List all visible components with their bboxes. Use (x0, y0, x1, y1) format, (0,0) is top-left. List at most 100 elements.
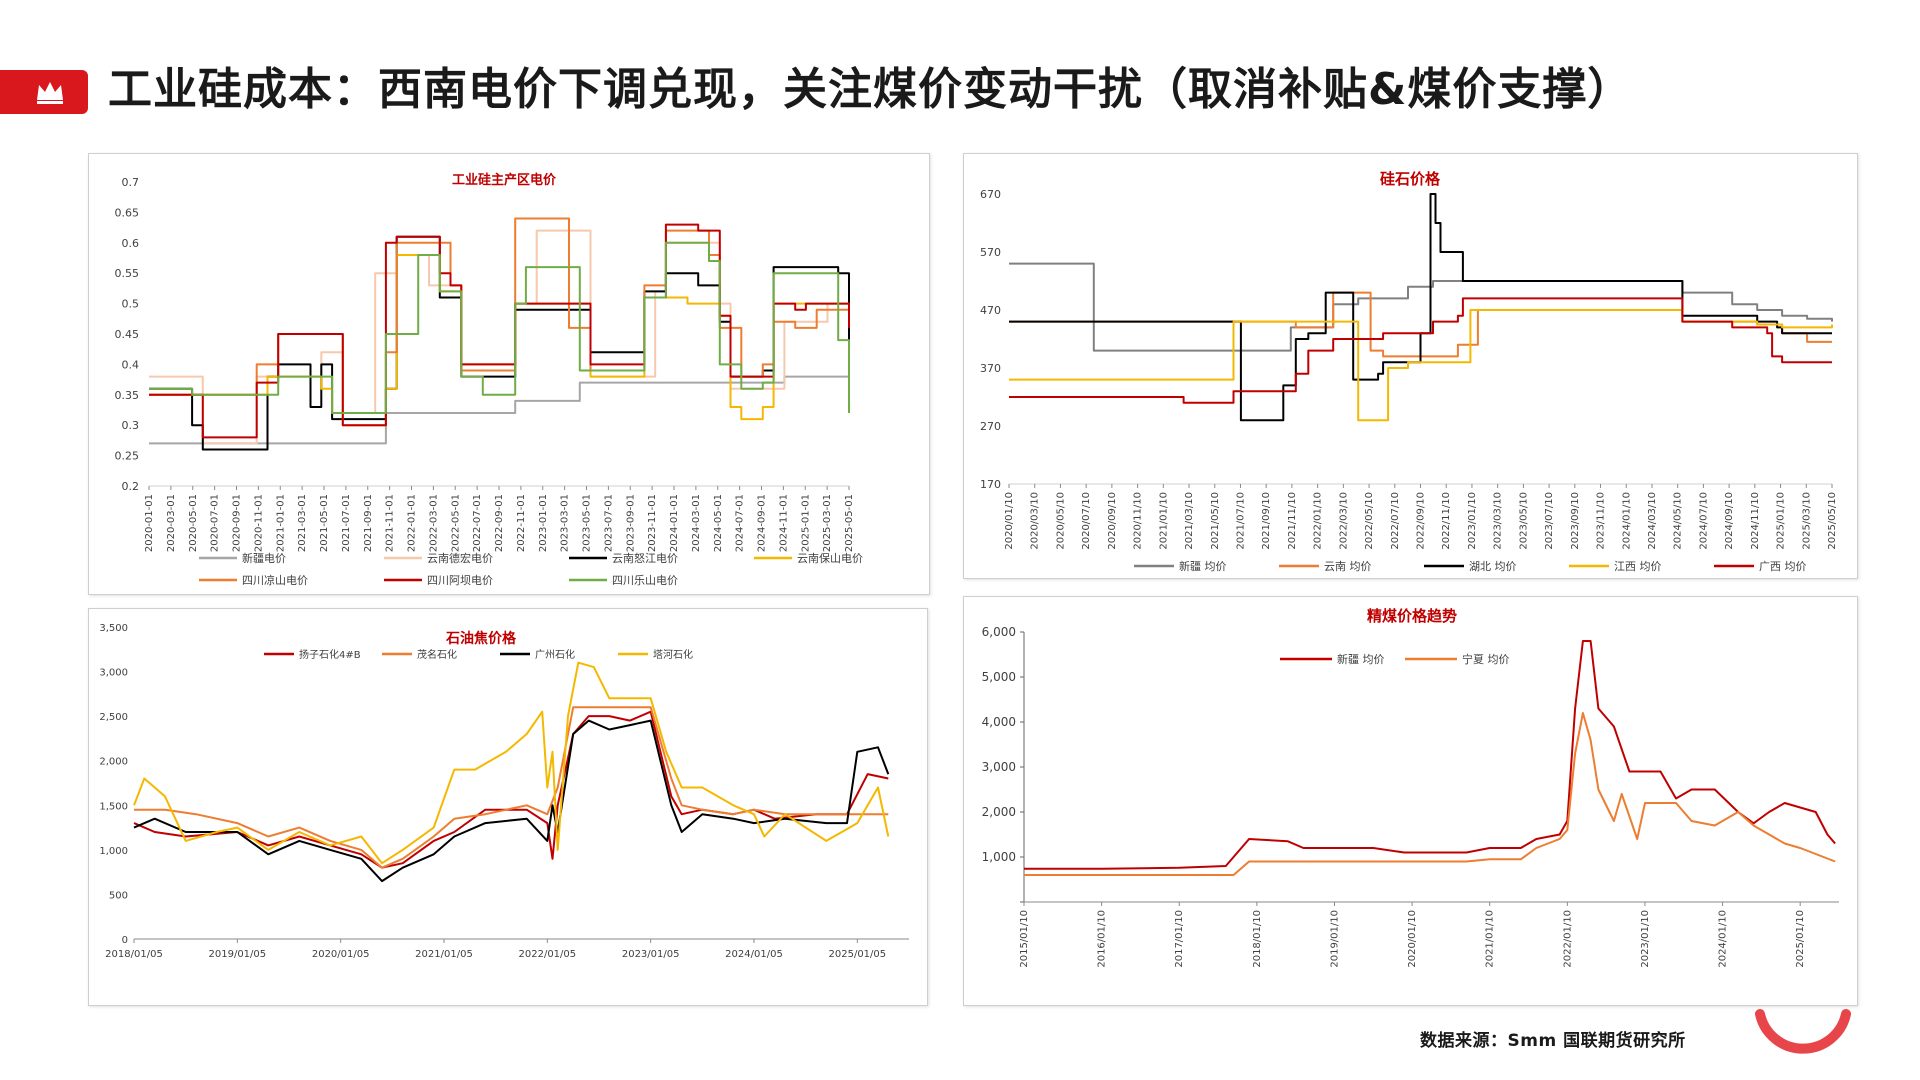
legend-label: 湖北 均价 (1469, 560, 1517, 573)
petroleum-coke-chart-panel: 石油焦价格 0 500 1,000 1,500 2,000 2,500 3,000 3,500 2… (88, 608, 928, 1006)
x-tick-label: 2022-03-01 (428, 494, 439, 552)
series-0-line (133, 710, 889, 869)
x-tick-label: 2020-05-01 (188, 494, 199, 552)
legend-label: 广西 均价 (1759, 560, 1807, 573)
x-tick-label: 2023/11/10 (1596, 492, 1607, 550)
legend-label: 广州石化 (535, 648, 575, 661)
legend-label: 茂名石化 (417, 648, 457, 661)
y-tick-label: 0.55 (115, 267, 140, 280)
series-4-line (1009, 297, 1832, 404)
series-6-line (149, 241, 850, 414)
x-tick-label: 2016/01/10 (1097, 910, 1108, 968)
x-tick-label: 2025/01/10 (1795, 910, 1806, 968)
x-tick-label: 2025-01-01 (800, 494, 811, 552)
x-tick-label: 2021/09/10 (1261, 492, 1272, 550)
y-tick-label: 370 (980, 362, 1001, 375)
x-tick-label: 2021/05/10 (1210, 492, 1221, 550)
x-tick-label: 2023/05/10 (1518, 492, 1529, 550)
x-tick-label: 2022-09-01 (494, 494, 505, 552)
legend-label: 扬子石化4#B (299, 648, 361, 661)
y-tick-label: 0.3 (122, 419, 140, 432)
legend-label: 宁夏 均价 (1462, 652, 1510, 666)
legend-label: 云南德宏电价 (427, 551, 493, 565)
y-tick-label: 3,000 (99, 668, 128, 679)
x-tick-label: 2019/01/10 (1329, 910, 1340, 968)
series-3-line (133, 661, 890, 865)
x-tick-label: 2018/01/05 (105, 949, 163, 960)
legend-label: 四川凉山电价 (242, 573, 308, 587)
series-5-line (149, 223, 850, 439)
x-tick-label: 2020-01-01 (144, 494, 155, 552)
x-tick-label: 2021-01-01 (275, 494, 286, 552)
x-tick-label: 2024/01/10 (1621, 492, 1632, 550)
y-tick-label: 3,000 (982, 760, 1016, 774)
x-tick-label: 2024/09/10 (1724, 492, 1735, 550)
y-tick-label: 570 (980, 246, 1001, 259)
y-tick-label: 670 (980, 188, 1001, 201)
logo-block (0, 70, 88, 114)
series-2-line (133, 719, 890, 883)
legend-label: 江西 均价 (1614, 560, 1662, 573)
x-tick-label: 2022/05/10 (1364, 492, 1375, 550)
y-tick-label: 0.2 (122, 480, 140, 493)
y-tick-label: 0.4 (122, 358, 140, 371)
decorative-ring (1755, 1009, 1851, 1054)
x-tick-label: 2020-03-01 (166, 494, 177, 552)
x-tick-label: 2023/01/10 (1467, 492, 1478, 550)
x-tick-label: 2024-03-01 (691, 494, 702, 552)
x-tick-label: 2020/03/10 (1030, 492, 1041, 550)
y-tick-label: 1,000 (99, 846, 128, 857)
x-tick-label: 2024-07-01 (735, 494, 746, 552)
x-tick-label: 2021-09-01 (363, 494, 374, 552)
series-0-line (1009, 262, 1833, 352)
x-tick-label: 2023-03-01 (560, 494, 571, 552)
silica-price-chart-panel: 硅石价格 170 270 370 470 570 670 2020/01/10 2020/03/… (963, 153, 1858, 579)
x-tick-label: 2024-01-01 (669, 494, 680, 552)
x-tick-label: 2020/11/10 (1133, 492, 1144, 550)
y-tick-label: 2,000 (982, 805, 1016, 819)
legend-label: 新疆 均价 (1337, 652, 1385, 666)
series-2-line (1009, 193, 1832, 422)
x-tick-label: 2022-11-01 (516, 494, 527, 552)
y-tick-label: 2,000 (99, 757, 128, 768)
data-source-note: 数据来源：Smm 国联期货研究所 (1420, 1031, 1686, 1051)
x-tick-label: 2023-09-01 (625, 494, 636, 552)
power-price-chart: 工业硅主产区电价 0.2 0.25 0.3 0.35 0.4 0.45 0.5 0.55 0.6 0… (115, 172, 864, 587)
y-tick-label: 0.65 (115, 206, 140, 219)
y-tick-label: 5,000 (982, 670, 1016, 684)
x-tick-label: 2024-09-01 (757, 494, 768, 552)
x-tick-label: 2024-11-01 (778, 494, 789, 552)
y-tick-label: 170 (980, 478, 1001, 491)
y-tick-label: 500 (109, 890, 128, 901)
x-tick-label: 2025/03/10 (1801, 492, 1812, 550)
crown-icon (37, 82, 63, 104)
x-tick-label: 2023/03/10 (1493, 492, 1504, 550)
x-tick-label: 2025/05/10 (1827, 492, 1838, 550)
legend-label: 新疆电价 (242, 551, 286, 565)
x-tick-label: 2021-07-01 (341, 494, 352, 552)
power-price-chart-panel: 工业硅主产区电价 0.2 0.25 0.3 0.35 0.4 0.45 0.5 0.55 0.6 0… (88, 153, 930, 595)
y-tick-label: 0.5 (122, 298, 140, 311)
legend-label: 新疆 均价 (1179, 559, 1227, 573)
x-tick-label: 2022/01/05 (519, 949, 577, 960)
legend-label: 云南保山电价 (797, 551, 863, 565)
x-tick-label: 2020/01/10 (1407, 910, 1418, 968)
x-tick-label: 2021-03-01 (297, 494, 308, 552)
x-tick-label: 2020-09-01 (232, 494, 243, 552)
series-0-line (149, 375, 850, 445)
y-tick-label: 270 (980, 420, 1001, 433)
x-tick-label: 2024/01/05 (725, 949, 783, 960)
x-tick-label: 2021-05-01 (319, 494, 330, 552)
y-tick-label: 1,500 (99, 801, 128, 812)
y-tick-label: 4,000 (982, 715, 1016, 729)
y-tick-label: 0.45 (115, 328, 140, 341)
x-tick-label: 2021/01/10 (1158, 492, 1169, 550)
x-tick-label: 2022-07-01 (472, 494, 483, 552)
x-tick-label: 2022-05-01 (450, 494, 461, 552)
x-tick-label: 2024/01/10 (1718, 910, 1729, 968)
x-tick-label: 2019/01/05 (209, 949, 267, 960)
x-tick-label: 2023/09/10 (1570, 492, 1581, 550)
x-tick-label: 2020/09/10 (1107, 492, 1118, 550)
x-tick-label: 2020/01/10 (1004, 492, 1015, 550)
x-tick-label: 2023-01-01 (538, 494, 549, 552)
